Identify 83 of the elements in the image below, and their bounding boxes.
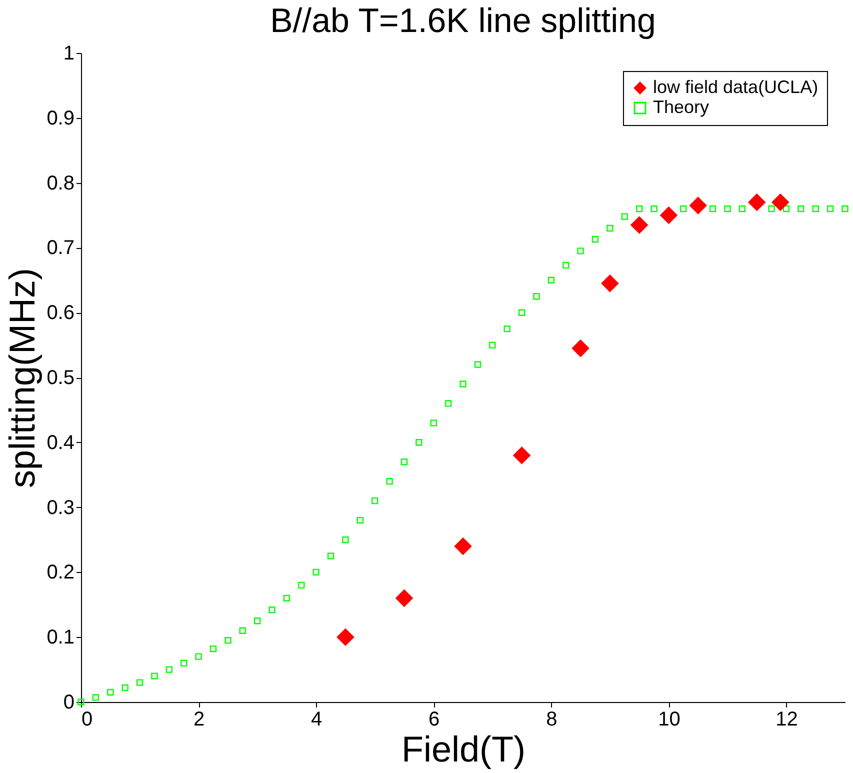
x-tick-label: 8 <box>546 708 558 730</box>
point <box>680 205 687 212</box>
point <box>136 679 144 686</box>
point <box>372 497 378 504</box>
point <box>268 606 276 614</box>
point <box>122 684 128 692</box>
x-tick-label: 6 <box>428 708 440 730</box>
point <box>327 552 334 560</box>
point <box>356 516 364 524</box>
point <box>709 205 716 212</box>
point <box>151 672 158 680</box>
point <box>592 236 599 243</box>
point <box>572 340 590 357</box>
y-tick-label: 0 <box>63 692 74 714</box>
point <box>254 618 261 624</box>
point <box>772 194 790 211</box>
point <box>650 205 658 212</box>
y-tick-label: 0.1 <box>46 626 74 649</box>
point <box>239 627 246 634</box>
point <box>92 694 100 701</box>
point <box>826 205 834 212</box>
point <box>748 194 766 211</box>
y-tick-label: 0.9 <box>46 107 74 130</box>
x-tick-label: 0 <box>82 708 93 730</box>
x-tick-label: 10 <box>658 708 680 730</box>
point <box>489 342 496 348</box>
point <box>768 205 775 212</box>
point <box>621 213 628 220</box>
point <box>518 309 526 316</box>
x-tick-label: 2 <box>193 708 205 730</box>
y-tick-label: 0.6 <box>46 302 74 324</box>
y-tick-label: 1 <box>63 42 74 64</box>
point <box>562 262 570 269</box>
point <box>474 361 482 368</box>
point <box>782 205 790 212</box>
point <box>660 206 678 224</box>
point <box>166 666 172 673</box>
y-tick-label: 0.7 <box>46 237 74 260</box>
point <box>460 380 466 388</box>
point <box>454 538 472 555</box>
y-tick-label: 0.3 <box>46 496 74 519</box>
x-axis-title: Field(T) <box>402 728 526 770</box>
point <box>812 205 819 212</box>
point <box>548 276 554 284</box>
y-tick-label: 0.5 <box>46 367 74 389</box>
point <box>336 628 354 646</box>
point <box>180 660 188 666</box>
point <box>342 536 349 544</box>
point <box>724 205 731 212</box>
point <box>798 205 804 212</box>
point <box>444 400 452 407</box>
y-tick-label: 0.2 <box>46 562 74 584</box>
point <box>504 325 510 332</box>
point <box>577 248 584 254</box>
legend-label: Theory <box>653 97 710 117</box>
point <box>195 653 202 660</box>
y-tick-label: 0.8 <box>46 172 74 194</box>
x-tick-label: 12 <box>776 708 798 730</box>
point <box>210 645 217 652</box>
point <box>513 446 530 464</box>
point <box>430 420 437 426</box>
point <box>636 205 643 212</box>
point <box>224 637 232 644</box>
point <box>396 590 413 607</box>
point <box>842 205 848 212</box>
point <box>107 688 114 696</box>
point <box>386 478 393 485</box>
point <box>298 582 305 589</box>
x-tick-label: 4 <box>311 708 322 730</box>
point <box>689 196 707 214</box>
point <box>533 293 540 300</box>
chart-title: B//ab T=1.6K line splitting <box>270 2 656 40</box>
point <box>606 224 614 232</box>
point <box>416 439 422 446</box>
point <box>601 274 619 292</box>
point <box>283 594 290 602</box>
y-axis-title: splitting(MHz) <box>2 268 43 488</box>
point <box>400 458 408 466</box>
y-tick-label: 0.4 <box>46 432 74 454</box>
point <box>738 205 746 212</box>
point <box>312 568 320 576</box>
point <box>630 216 648 234</box>
legend-label: low field data(UCLA) <box>653 77 818 97</box>
